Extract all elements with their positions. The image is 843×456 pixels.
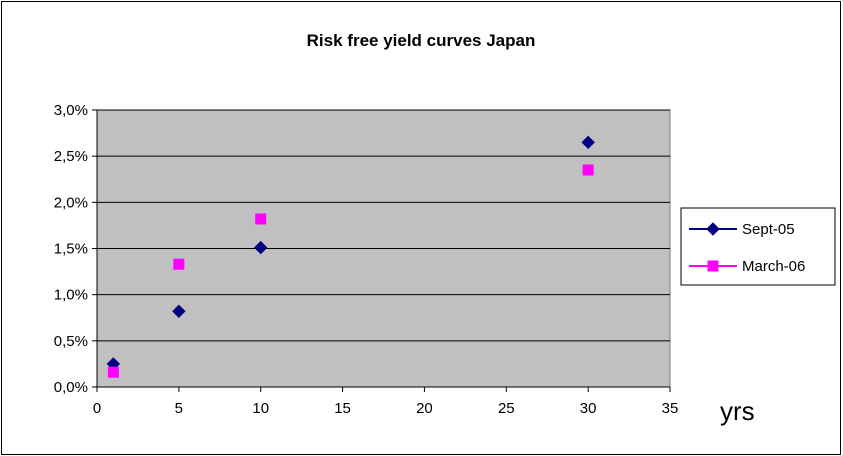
data-point-march-06 [107, 366, 119, 378]
data-point-sept-05 [254, 240, 268, 255]
data-point-march-06 [582, 164, 594, 176]
legend-marker-march-06 [707, 260, 719, 272]
y-tick-label: 0,5% [54, 333, 88, 350]
y-tick-label: 1,0% [54, 287, 88, 304]
x-tick-label: 10 [252, 400, 269, 417]
data-points [106, 135, 595, 378]
y-axis-ticks: 0,0% 0,5% 1,0% 1,5% 2,0% 2,5% 3,0% [54, 102, 97, 396]
x-axis-ticks: 0 5 10 15 20 25 30 35 [93, 387, 679, 417]
x-axis-label: yrs [720, 396, 755, 426]
gridlines [97, 109, 670, 342]
x-tick-label: 0 [93, 400, 101, 417]
data-point-sept-05 [172, 304, 186, 318]
data-point-sept-05 [581, 135, 595, 150]
x-tick-label: 30 [580, 400, 597, 417]
chart-title: Risk free yield curves Japan [307, 31, 536, 50]
y-tick-label: 2,0% [54, 194, 88, 211]
x-tick-label: 20 [416, 400, 433, 417]
data-point-march-06 [255, 213, 267, 225]
legend-label-march-06: March-06 [742, 258, 805, 275]
x-tick-label: 25 [498, 400, 515, 417]
y-tick-label: 2,5% [54, 148, 88, 165]
legend: Sept-05 March-06 [680, 207, 836, 286]
data-point-march-06 [173, 258, 185, 270]
legend-label-sept-05: Sept-05 [742, 221, 795, 238]
x-tick-label: 5 [175, 400, 183, 417]
x-tick-label: 15 [334, 400, 351, 417]
legend-box [680, 207, 836, 286]
y-tick-label: 3,0% [54, 102, 88, 119]
y-tick-label: 1,5% [54, 241, 88, 258]
legend-marker-sept-05 [706, 222, 720, 236]
x-tick-label: 35 [662, 400, 679, 417]
y-tick-label: 0,0% [54, 379, 88, 396]
